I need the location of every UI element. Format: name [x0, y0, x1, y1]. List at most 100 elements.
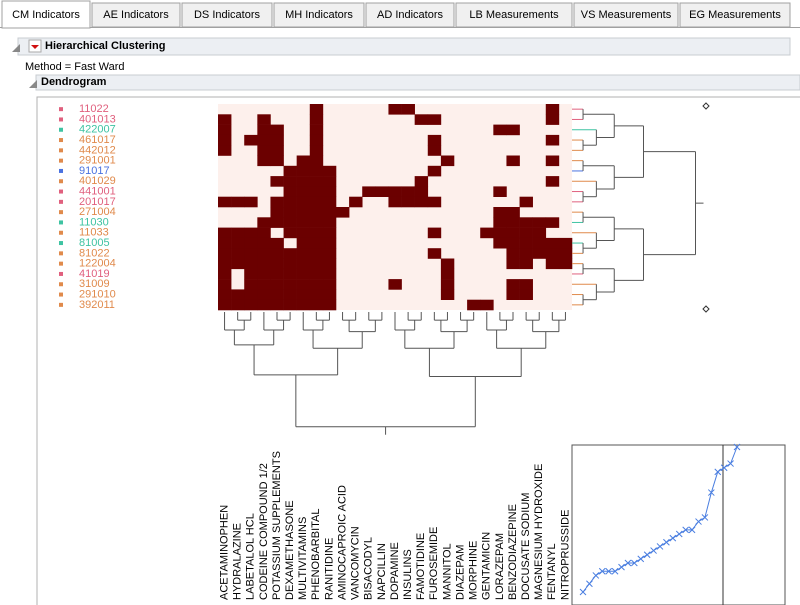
heat-cell — [309, 165, 324, 177]
heat-cell — [283, 299, 297, 311]
heat-cell — [309, 279, 324, 290]
row-marker — [59, 117, 63, 122]
heat-cell — [231, 237, 245, 249]
heat-cell — [322, 289, 337, 300]
tab[interactable] — [181, 2, 273, 28]
heat-cell — [283, 196, 297, 208]
heat-cell — [558, 258, 573, 270]
tab-label[interactable]: EG Measurements — [689, 9, 781, 21]
distance-point — [579, 588, 587, 596]
heat-cell — [532, 237, 547, 249]
heat-cell — [244, 227, 258, 239]
heat-cell — [218, 237, 232, 249]
row-marker — [59, 251, 63, 256]
row-label: 11022 — [79, 103, 109, 115]
row-label: 11030 — [79, 216, 109, 228]
heat-cell — [296, 227, 311, 239]
heat-cell — [257, 227, 271, 239]
tab[interactable] — [573, 2, 679, 28]
tab-label[interactable]: AD Indicators — [377, 9, 444, 21]
heat-cell — [270, 124, 284, 136]
heat-cell — [519, 237, 533, 249]
distance-plot-frame — [571, 444, 786, 605]
heat-cell — [480, 299, 494, 311]
method-text: Method = Fast Ward — [25, 61, 125, 73]
menu-arrow — [31, 45, 39, 49]
tab-label[interactable]: VS Measurements — [581, 9, 672, 21]
heat-cell — [218, 227, 232, 239]
heat-cell — [467, 299, 481, 311]
distance-point — [707, 489, 715, 496]
column-label: BISACODYL — [363, 537, 375, 600]
heat-cell — [322, 165, 337, 177]
heat-cell — [506, 227, 520, 239]
row-label: 461017 — [79, 134, 116, 146]
heat-cell — [532, 248, 547, 259]
heat-cell — [401, 196, 415, 208]
tab[interactable] — [455, 2, 573, 28]
tab[interactable] — [273, 2, 365, 28]
heat-cell — [427, 196, 442, 208]
heat-cell — [218, 268, 232, 280]
tab-label[interactable]: AE Indicators — [103, 9, 169, 21]
row-marker — [59, 199, 63, 204]
heat-cell — [257, 248, 271, 259]
tab-label[interactable]: CM Indicators — [12, 9, 80, 21]
heat-cell — [270, 248, 284, 259]
row-label: 81005 — [79, 237, 110, 249]
heat-cell — [231, 289, 245, 300]
distance-point — [727, 460, 734, 467]
column-label: AMINOCAPROIC ACID — [336, 485, 348, 600]
heat-cell — [231, 196, 245, 208]
tab-label[interactable]: LB Measurements — [469, 9, 559, 21]
handle[interactable] — [702, 102, 710, 313]
row-marker — [59, 292, 63, 297]
tab[interactable] — [679, 2, 791, 28]
row-label: 442012 — [79, 144, 116, 156]
row-marker — [59, 138, 63, 143]
column-label: INSULINS — [402, 549, 414, 600]
heat-cell — [362, 186, 376, 197]
heat-cell — [270, 258, 284, 270]
row-label: 31009 — [79, 278, 110, 290]
heat-cell — [296, 289, 311, 300]
heat-cell — [296, 299, 311, 311]
heat-cell — [218, 248, 232, 259]
column-label: MAGNESIUM HYDROXIDE — [533, 464, 545, 600]
heat-cell — [349, 196, 363, 208]
tab[interactable] — [91, 2, 181, 28]
distance-point — [630, 559, 638, 567]
heat-cell — [270, 217, 284, 228]
heat-cell — [388, 196, 402, 208]
tab[interactable] — [365, 2, 455, 28]
row-label: 392011 — [79, 299, 115, 311]
row-label: 91017 — [79, 165, 110, 177]
heat-cell — [270, 279, 284, 290]
heat-cell — [218, 258, 232, 270]
heat-cell — [296, 237, 311, 249]
heat-cell — [296, 279, 311, 290]
tab-label[interactable]: DS Indicators — [194, 9, 261, 21]
column-label: HYDRALAZINE — [232, 523, 244, 600]
heat-cell — [414, 176, 429, 187]
heat-cell — [506, 248, 520, 259]
distance-point — [695, 518, 702, 525]
heat-cell — [244, 258, 258, 270]
heat-cell — [440, 258, 455, 270]
heat-cell — [283, 207, 297, 218]
distance-point — [714, 468, 722, 476]
tab[interactable] — [1, 0, 91, 29]
column-label: NAPCILLIN — [376, 543, 388, 600]
outline-title: Hierarchical Clustering — [45, 40, 165, 52]
heat-cell — [283, 279, 297, 290]
heat-cell — [309, 134, 324, 146]
distance-point — [701, 514, 709, 521]
heat-cell — [414, 114, 429, 125]
distance-point — [643, 551, 651, 559]
heat-cell — [427, 134, 442, 146]
tab-label[interactable]: MH Indicators — [285, 9, 353, 21]
heat-cell — [309, 114, 324, 125]
heat-cell — [244, 299, 258, 311]
heat-cell — [218, 114, 232, 125]
